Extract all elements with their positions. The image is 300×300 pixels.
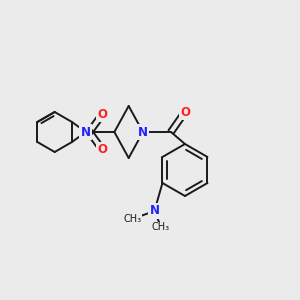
Text: N: N (81, 125, 91, 139)
Text: N: N (138, 125, 148, 139)
Text: O: O (97, 108, 107, 121)
Text: O: O (97, 143, 107, 156)
Text: CH₃: CH₃ (152, 222, 170, 232)
Text: CH₃: CH₃ (123, 214, 142, 224)
Text: N: N (149, 205, 159, 218)
Text: O: O (180, 106, 190, 118)
